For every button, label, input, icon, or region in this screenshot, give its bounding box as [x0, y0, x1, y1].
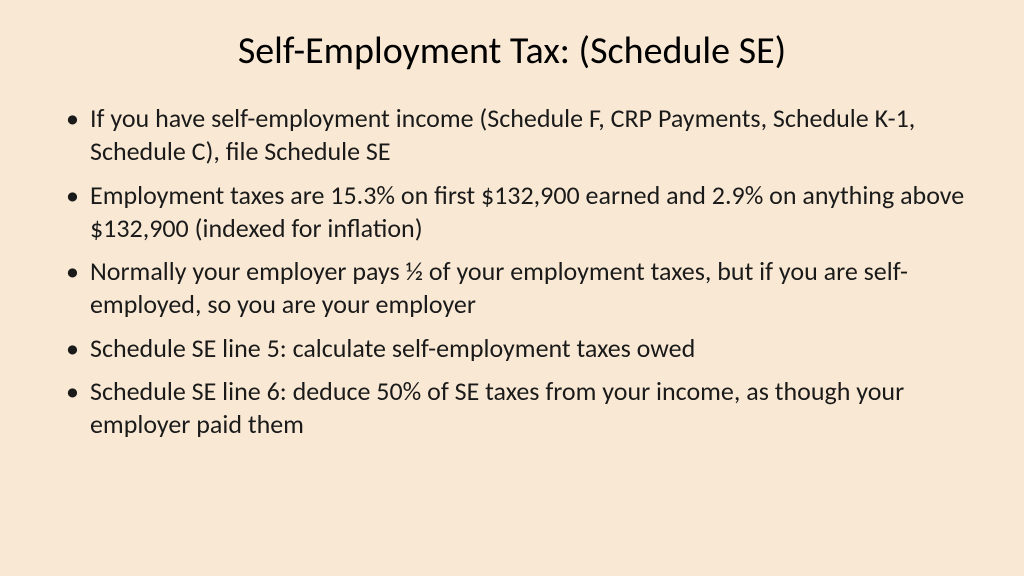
- slide-container: Self-Employment Tax: (Schedule SE) If yo…: [0, 0, 1024, 576]
- bullet-list: If you have self-employment income (Sche…: [48, 102, 976, 441]
- list-item: Employment taxes are 15.3% on first $132…: [60, 179, 976, 246]
- slide-title: Self-Employment Tax: (Schedule SE): [48, 28, 976, 74]
- list-item: Schedule SE line 5: calculate self-emplo…: [60, 332, 976, 365]
- list-item: If you have self-employment income (Sche…: [60, 102, 976, 169]
- list-item: Schedule SE line 6: deduce 50% of SE tax…: [60, 375, 976, 442]
- list-item: Normally your employer pays ½ of your em…: [60, 255, 976, 322]
